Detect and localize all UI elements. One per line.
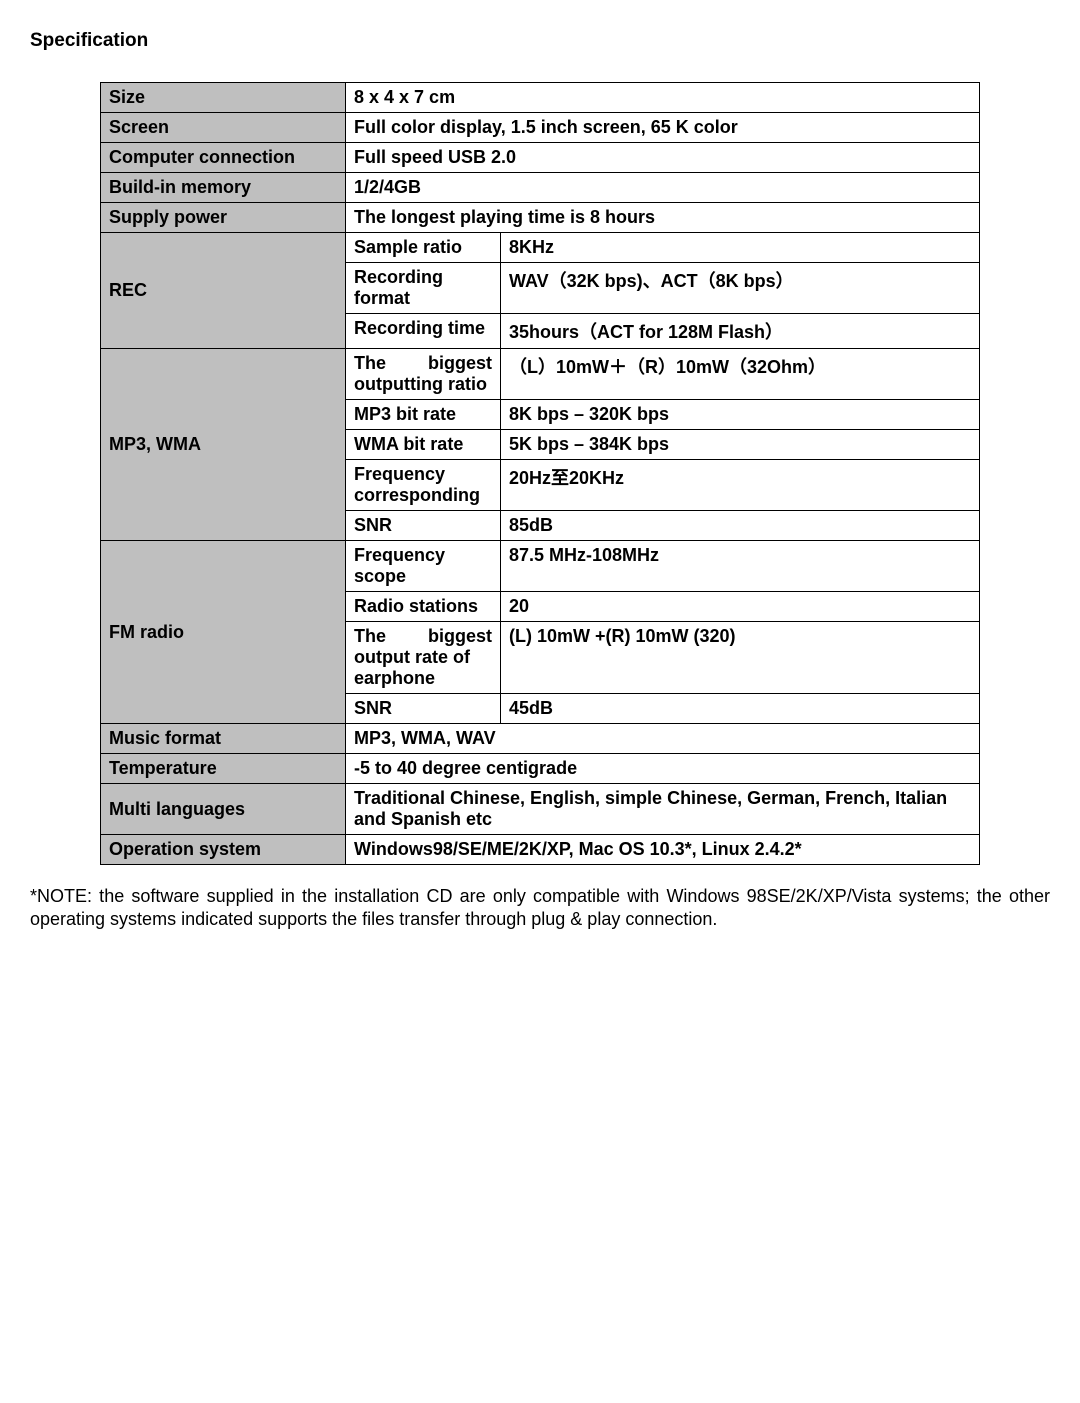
spec-label: Operation system [101, 835, 346, 865]
spec-value: -5 to 40 degree centigrade [346, 754, 980, 784]
spec-label: Size [101, 83, 346, 113]
table-row: Computer connection Full speed USB 2.0 [101, 143, 980, 173]
spec-label: REC [101, 233, 346, 349]
spec-label: Screen [101, 113, 346, 143]
spec-sublabel: SNR [346, 694, 501, 724]
spec-label: FM radio [101, 541, 346, 724]
spec-sublabel: WMA bit rate [346, 430, 501, 460]
spec-sublabel: Frequency corresponding [346, 460, 501, 511]
spec-value: 20 [501, 592, 980, 622]
spec-value: 20Hz至20KHz [501, 460, 980, 511]
table-row: Supply power The longest playing time is… [101, 203, 980, 233]
spec-value: （L）10mW＋（R）10mW（32Ohm） [501, 349, 980, 400]
table-row: MP3, WMA The biggest outputting ratio （L… [101, 349, 980, 400]
footnote: *NOTE: the software supplied in the inst… [30, 885, 1050, 932]
spec-value: 5K bps – 384K bps [501, 430, 980, 460]
table-row: Multi languages Traditional Chinese, Eng… [101, 784, 980, 835]
spec-value: 45dB [501, 694, 980, 724]
specification-table: Size 8 x 4 x 7 cm Screen Full color disp… [100, 82, 980, 865]
section-heading: Specification [30, 30, 1050, 52]
spec-value: The longest playing time is 8 hours [346, 203, 980, 233]
spec-value: 85dB [501, 511, 980, 541]
spec-label: Multi languages [101, 784, 346, 835]
spec-sublabel: Frequency scope [346, 541, 501, 592]
spec-value: Traditional Chinese, English, simple Chi… [346, 784, 980, 835]
table-row: Size 8 x 4 x 7 cm [101, 83, 980, 113]
spec-value: 8 x 4 x 7 cm [346, 83, 980, 113]
spec-value: Full color display, 1.5 inch screen, 65 … [346, 113, 980, 143]
spec-value: 1/2/4GB [346, 173, 980, 203]
spec-sublabel: Recording format [346, 263, 501, 314]
table-row: Screen Full color display, 1.5 inch scre… [101, 113, 980, 143]
spec-sublabel: Radio stations [346, 592, 501, 622]
spec-sublabel: The biggest outputting ratio [346, 349, 501, 400]
spec-sublabel: The biggest output rate of earphone [346, 622, 501, 694]
spec-sublabel: Sample ratio [346, 233, 501, 263]
spec-label: MP3, WMA [101, 349, 346, 541]
table-row: Music format MP3, WMA, WAV [101, 724, 980, 754]
spec-value: Windows98/SE/ME/2K/XP, Mac OS 10.3*, Lin… [346, 835, 980, 865]
spec-sublabel: SNR [346, 511, 501, 541]
table-row: Operation system Windows98/SE/ME/2K/XP, … [101, 835, 980, 865]
spec-value: WAV（32K bps)、ACT（8K bps） [501, 263, 980, 314]
table-row: FM radio Frequency scope 87.5 MHz-108MHz [101, 541, 980, 592]
spec-label: Temperature [101, 754, 346, 784]
spec-value: 87.5 MHz-108MHz [501, 541, 980, 592]
spec-label: Supply power [101, 203, 346, 233]
spec-value: MP3, WMA, WAV [346, 724, 980, 754]
spec-value: 35hours（ACT for 128M Flash） [501, 314, 980, 349]
spec-label: Build-in memory [101, 173, 346, 203]
spec-sublabel: Recording time [346, 314, 501, 349]
table-row: Build-in memory 1/2/4GB [101, 173, 980, 203]
spec-label: Music format [101, 724, 346, 754]
table-row: Temperature -5 to 40 degree centigrade [101, 754, 980, 784]
spec-value: (L) 10mW +(R) 10mW (320) [501, 622, 980, 694]
spec-value: Full speed USB 2.0 [346, 143, 980, 173]
spec-value: 8KHz [501, 233, 980, 263]
spec-value: 8K bps – 320K bps [501, 400, 980, 430]
spec-sublabel: MP3 bit rate [346, 400, 501, 430]
table-row: REC Sample ratio 8KHz [101, 233, 980, 263]
spec-label: Computer connection [101, 143, 346, 173]
